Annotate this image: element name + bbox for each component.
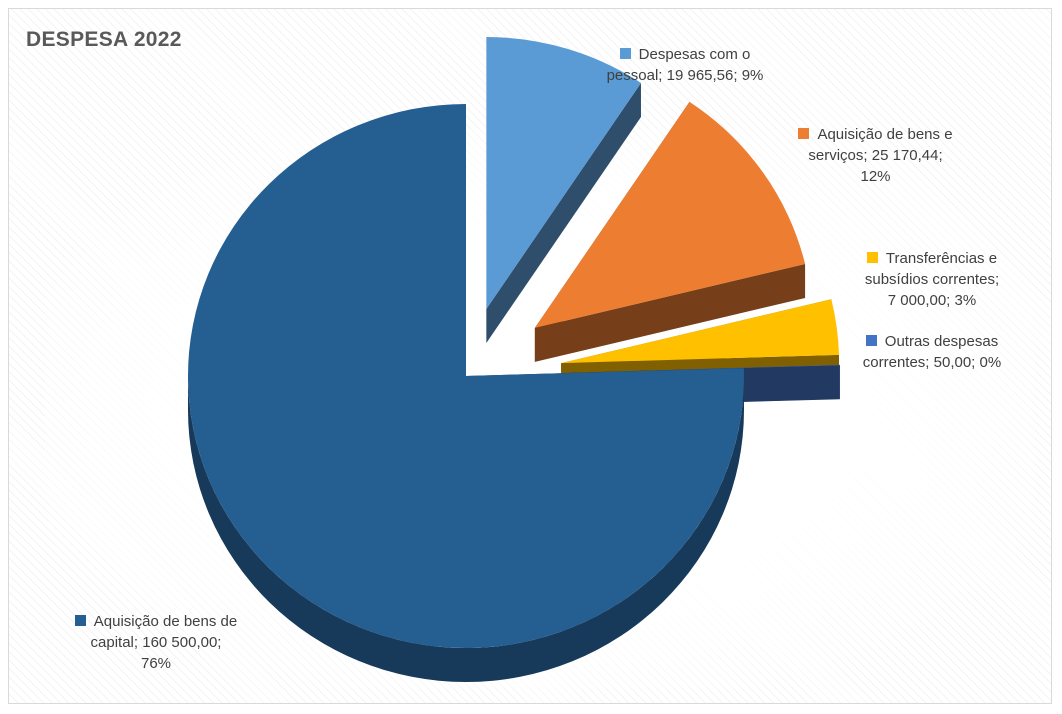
- data-label-line: subsídios correntes;: [852, 269, 1012, 290]
- data-label-text: subsídios correntes;: [864, 271, 1000, 288]
- data-label-5: Aquisição de bens de capital; 160 500,00;…: [46, 611, 266, 674]
- legend-swatch: [74, 615, 86, 626]
- data-label-line: capital; 160 500,00;: [46, 632, 266, 653]
- data-label-4: Outras despesas correntes; 50,00; 0%: [852, 331, 1012, 373]
- chart-title: DESPESA 2022: [26, 28, 182, 51]
- data-label-1: Despesas com o pessoal; 19 965,56; 9%: [585, 44, 785, 86]
- data-label-text: capital; 160 500,00;: [90, 634, 222, 651]
- data-label-line: Aquisição de bens de: [46, 611, 266, 632]
- data-label-text: Outras despesas: [884, 333, 999, 350]
- slice-1: [486, 37, 641, 310]
- data-label-text: pessoal; 19 965,56; 9%: [606, 67, 764, 84]
- slice-2-wall-2: [534, 263, 806, 362]
- slice-1-wall-2: [486, 82, 641, 344]
- data-label-3: Transferências e subsídios correntes; 7 00…: [852, 248, 1012, 311]
- data-label-line: serviços; 25 170,44;: [778, 145, 973, 166]
- slice-5: [188, 104, 745, 648]
- data-label-text: Despesas com o: [638, 46, 751, 63]
- data-label-line: Outras despesas: [852, 331, 1012, 352]
- data-label-text: Aquisição de bens e: [817, 126, 953, 143]
- data-label-text: 7 000,00; 3%: [887, 292, 977, 309]
- data-label-line: Transferências e: [852, 248, 1012, 269]
- data-label-line: 76%: [46, 653, 266, 674]
- data-label-line: 7 000,00; 3%: [852, 290, 1012, 311]
- slice-4: [561, 364, 840, 374]
- data-label-2: Aquisição de bens e serviços; 25 170,44; 1…: [778, 124, 973, 187]
- legend-swatch: [866, 252, 878, 263]
- data-label-line: Aquisição de bens e: [778, 124, 973, 145]
- data-label-text: 12%: [860, 168, 891, 185]
- data-label-text: Transferências e: [885, 250, 998, 267]
- legend-swatch: [619, 48, 631, 59]
- data-label-text: 76%: [140, 655, 172, 672]
- data-label-text: serviços; 25 170,44;: [808, 147, 943, 164]
- legend-swatch: [798, 128, 810, 139]
- legend-swatch: [865, 335, 877, 346]
- data-label-line: pessoal; 19 965,56; 9%: [585, 65, 785, 86]
- data-label-line: Despesas com o: [585, 44, 785, 65]
- data-label-text: Aquisição de bens de: [93, 613, 238, 630]
- data-label-line: 12%: [778, 166, 973, 187]
- data-label-line: correntes; 50,00; 0%: [852, 352, 1012, 373]
- data-label-text: correntes; 50,00; 0%: [862, 354, 1002, 371]
- slice-3: [561, 299, 840, 364]
- slice-2: [534, 101, 806, 328]
